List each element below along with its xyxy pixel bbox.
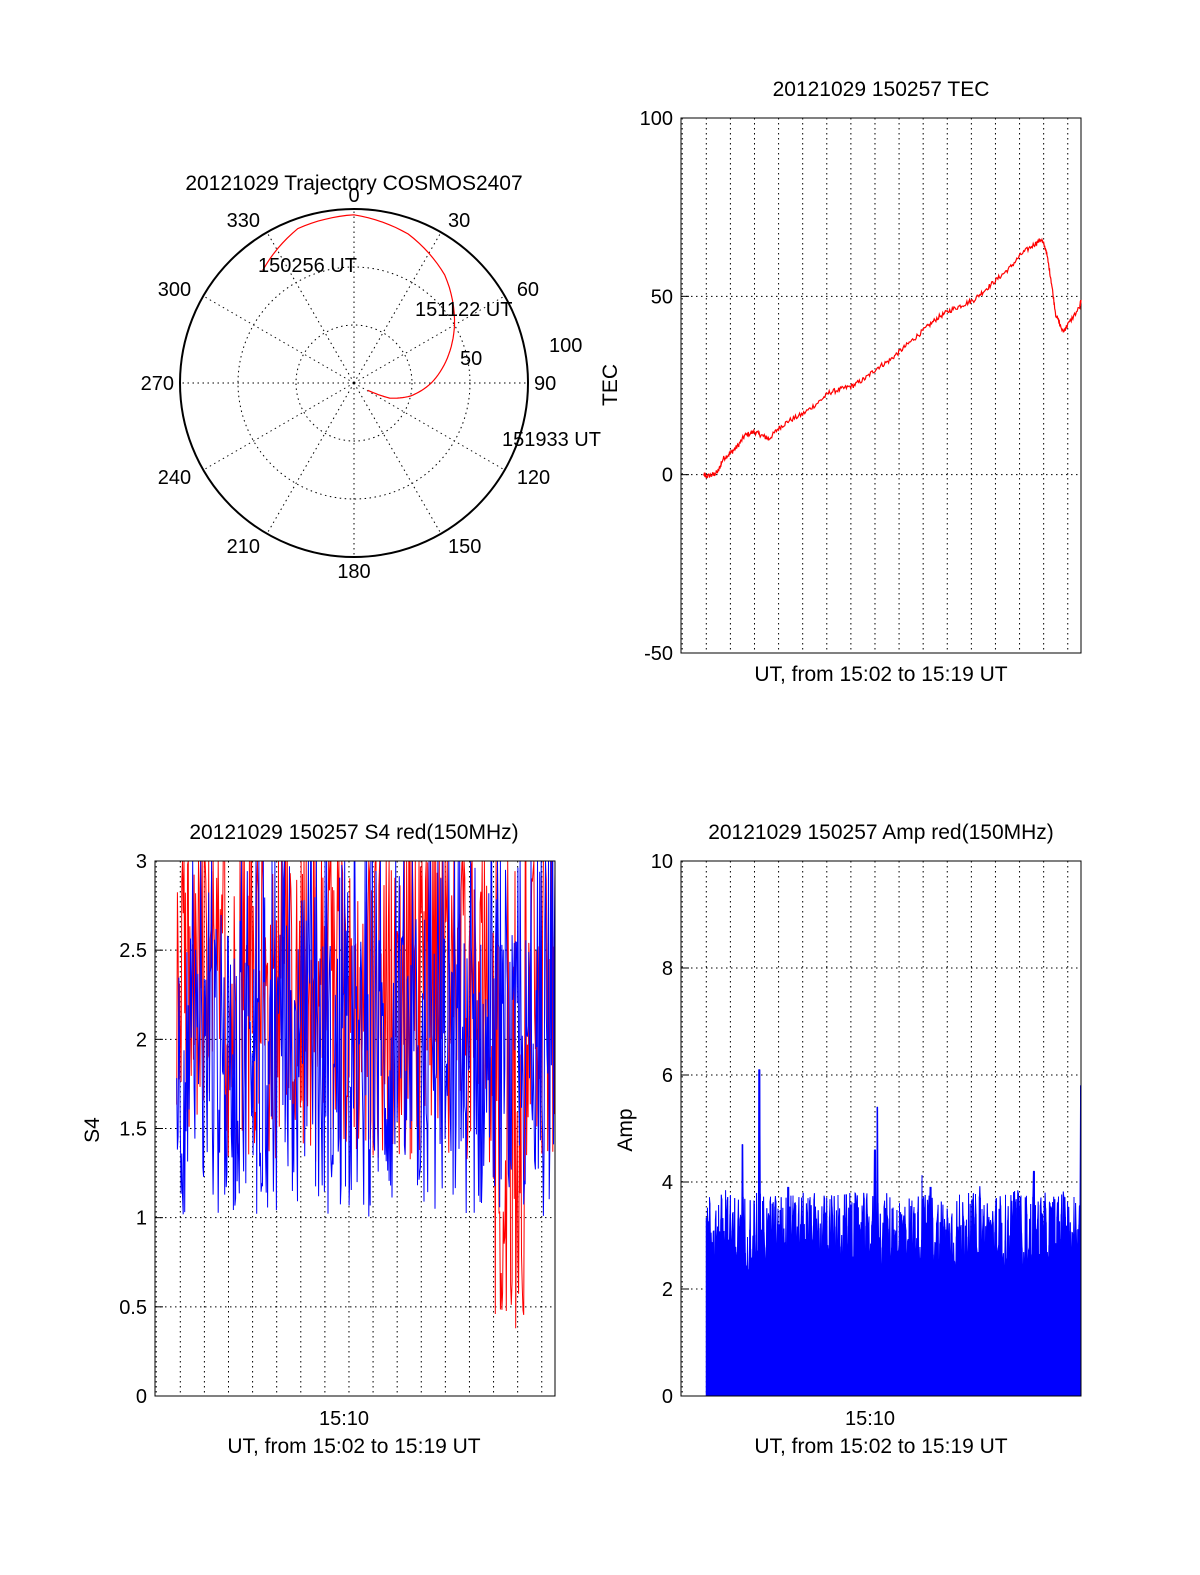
time-label-start: 150256 UT <box>258 255 357 277</box>
amp-ylabel: Amp <box>614 1108 637 1151</box>
s4-ytick-label-3: 3 <box>136 851 147 873</box>
polar-outer-ring <box>179 208 529 558</box>
azimuth-label-0: 0 <box>348 185 359 207</box>
amp-xtick-label: 15:10 <box>845 1408 895 1430</box>
s4-ylabel: S4 <box>81 1117 104 1143</box>
tec-ytick-label-50: 50 <box>651 286 673 308</box>
azimuth-label-180: 180 <box>337 561 370 583</box>
tec-ylabel: TEC <box>599 364 622 406</box>
azimuth-spoke-120 <box>353 382 505 471</box>
s4-ytick-label-0.5: 0.5 <box>119 1297 147 1319</box>
amp-series-group <box>705 1069 1082 1397</box>
tec-ytick-label-0: 0 <box>662 465 673 487</box>
tec-ytick-label-100: 100 <box>640 108 673 130</box>
s4-ytick-label-1.5: 1.5 <box>119 1119 147 1141</box>
azimuth-spoke-210 <box>266 382 355 534</box>
polar-trajectory-plot: 20121029 Trajectory COSMOS2407 0 30 60 90 12… <box>141 172 601 583</box>
tec-grid <box>681 117 1081 654</box>
amp-ytick-label-0: 0 <box>662 1386 673 1408</box>
azimuth-label-60: 60 <box>517 279 539 301</box>
polar-grid <box>180 209 528 557</box>
azimuth-label-210: 210 <box>227 536 260 558</box>
tec-xlabel: UT, from 15:02 to 15:19 UT <box>754 663 1007 686</box>
tec-plot: 20121029 150257 TEC -50 0 50 100 TEC UT, fr… <box>599 78 1082 686</box>
azimuth-spoke-150 <box>353 382 442 534</box>
tec-frame <box>680 117 1082 654</box>
s4-xlabel: UT, from 15:02 to 15:19 UT <box>227 1435 480 1458</box>
s4-ytick-label-1: 1 <box>136 1208 147 1230</box>
azimuth-label-330: 330 <box>227 210 260 232</box>
azimuth-spoke-240 <box>203 382 355 471</box>
amp-xlabel: UT, from 15:02 to 15:19 UT <box>754 1435 1007 1458</box>
azimuth-label-240: 240 <box>158 467 191 489</box>
s4-xtick-label: 15:10 <box>319 1408 369 1430</box>
azimuth-label-270: 270 <box>141 373 174 395</box>
s4-series-blue <box>176 860 556 1217</box>
azimuth-label-150: 150 <box>448 536 481 558</box>
amp-ytick-label-4: 4 <box>662 1172 673 1194</box>
s4-title: 20121029 150257 S4 red(150MHz) <box>189 821 518 844</box>
s4-ytick-label-2.5: 2.5 <box>119 940 147 962</box>
tec-series-line <box>703 237 1082 479</box>
azimuth-label-300: 300 <box>158 279 191 301</box>
amp-title: 20121029 150257 Amp red(150MHz) <box>708 821 1054 844</box>
time-label-mid: 151122 UT <box>415 299 512 321</box>
time-label-end: 151933 UT <box>502 429 601 451</box>
elevation-ring-1 <box>295 324 413 442</box>
amp-y-ticks: 0 2 4 6 8 10 <box>651 851 689 1408</box>
azimuth-spoke-330 <box>266 232 355 384</box>
amp-ytick-label-8: 8 <box>662 958 673 980</box>
amp-ytick-label-2: 2 <box>662 1279 673 1301</box>
s4-series-group <box>176 860 556 1329</box>
amp-plot: 20121029 150257 Amp red(150MHz) 0246810 … <box>614 821 1082 1458</box>
elevation-label-50: 50 <box>460 348 482 370</box>
amp-ytick-label-10: 10 <box>651 851 673 873</box>
azimuth-spoke-60 <box>353 295 505 384</box>
amp-series-fill <box>705 1069 1082 1397</box>
amp-frame <box>680 860 1082 1397</box>
s4-ytick-label-2: 2 <box>136 1029 147 1051</box>
tec-ytick-label--50: -50 <box>644 643 673 665</box>
s4-ytick-label-0: 0 <box>136 1386 147 1408</box>
tec-y-ticks: -50 0 50 100 <box>640 108 689 665</box>
amp-ytick-label-6: 6 <box>662 1065 673 1087</box>
azimuth-label-90: 90 <box>534 373 556 395</box>
azimuth-spoke-300 <box>203 295 355 384</box>
s4-y-ticks: 0 0.5 1 1.5 2 2.5 3 <box>119 851 163 1408</box>
s4-plot: 20121029 150257 S4 red(150MHz) 0 0.5 1 1.5 2… <box>81 821 556 1458</box>
tec-title: 20121029 150257 TEC <box>773 78 990 101</box>
azimuth-spoke-30 <box>353 232 442 384</box>
azimuth-label-120: 120 <box>517 467 550 489</box>
elevation-label-100: 100 <box>549 335 582 357</box>
trajectory-track <box>262 214 456 399</box>
azimuth-label-30: 30 <box>448 210 470 232</box>
polar-title: 20121029 Trajectory COSMOS2407 <box>185 172 522 195</box>
azimuth-labels: 0 30 60 90 120 150 180 210 240 270 300 330 <box>141 185 557 583</box>
